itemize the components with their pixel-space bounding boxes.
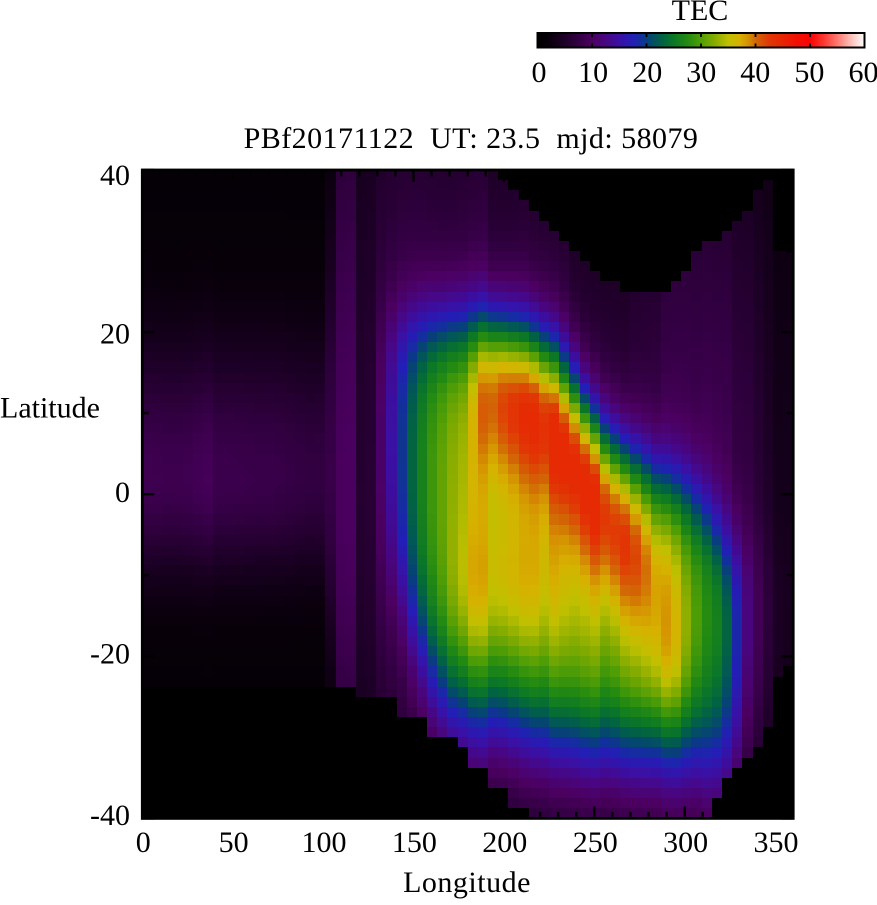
svg-text:-40: -40 <box>90 799 130 832</box>
svg-text:10: 10 <box>578 56 608 89</box>
svg-text:0: 0 <box>532 56 547 89</box>
svg-text:50: 50 <box>794 56 824 89</box>
svg-text:20: 20 <box>632 56 662 89</box>
svg-text:40: 40 <box>100 159 130 192</box>
svg-text:60: 60 <box>849 56 877 89</box>
svg-text:TEC: TEC <box>672 0 729 27</box>
svg-text:Longitude: Longitude <box>403 866 531 899</box>
svg-text:50: 50 <box>219 826 249 859</box>
svg-text:-20: -20 <box>90 638 130 671</box>
svg-text:200: 200 <box>482 826 527 859</box>
svg-text:30: 30 <box>686 56 716 89</box>
svg-text:350: 350 <box>754 826 799 859</box>
svg-text:250: 250 <box>573 826 618 859</box>
svg-text:100: 100 <box>302 826 347 859</box>
svg-text:40: 40 <box>740 56 770 89</box>
svg-text:0: 0 <box>136 826 151 859</box>
svg-text:20: 20 <box>100 318 130 351</box>
svg-text:150: 150 <box>392 826 437 859</box>
svg-text:300: 300 <box>663 826 708 859</box>
svg-text:Latitude: Latitude <box>0 392 100 425</box>
svg-text:0: 0 <box>115 476 130 509</box>
svg-text:PBf20171122 UT: 23.5 mjd: 58: PBf20171122 UT: 23.5 mjd: 58079 <box>244 122 699 155</box>
